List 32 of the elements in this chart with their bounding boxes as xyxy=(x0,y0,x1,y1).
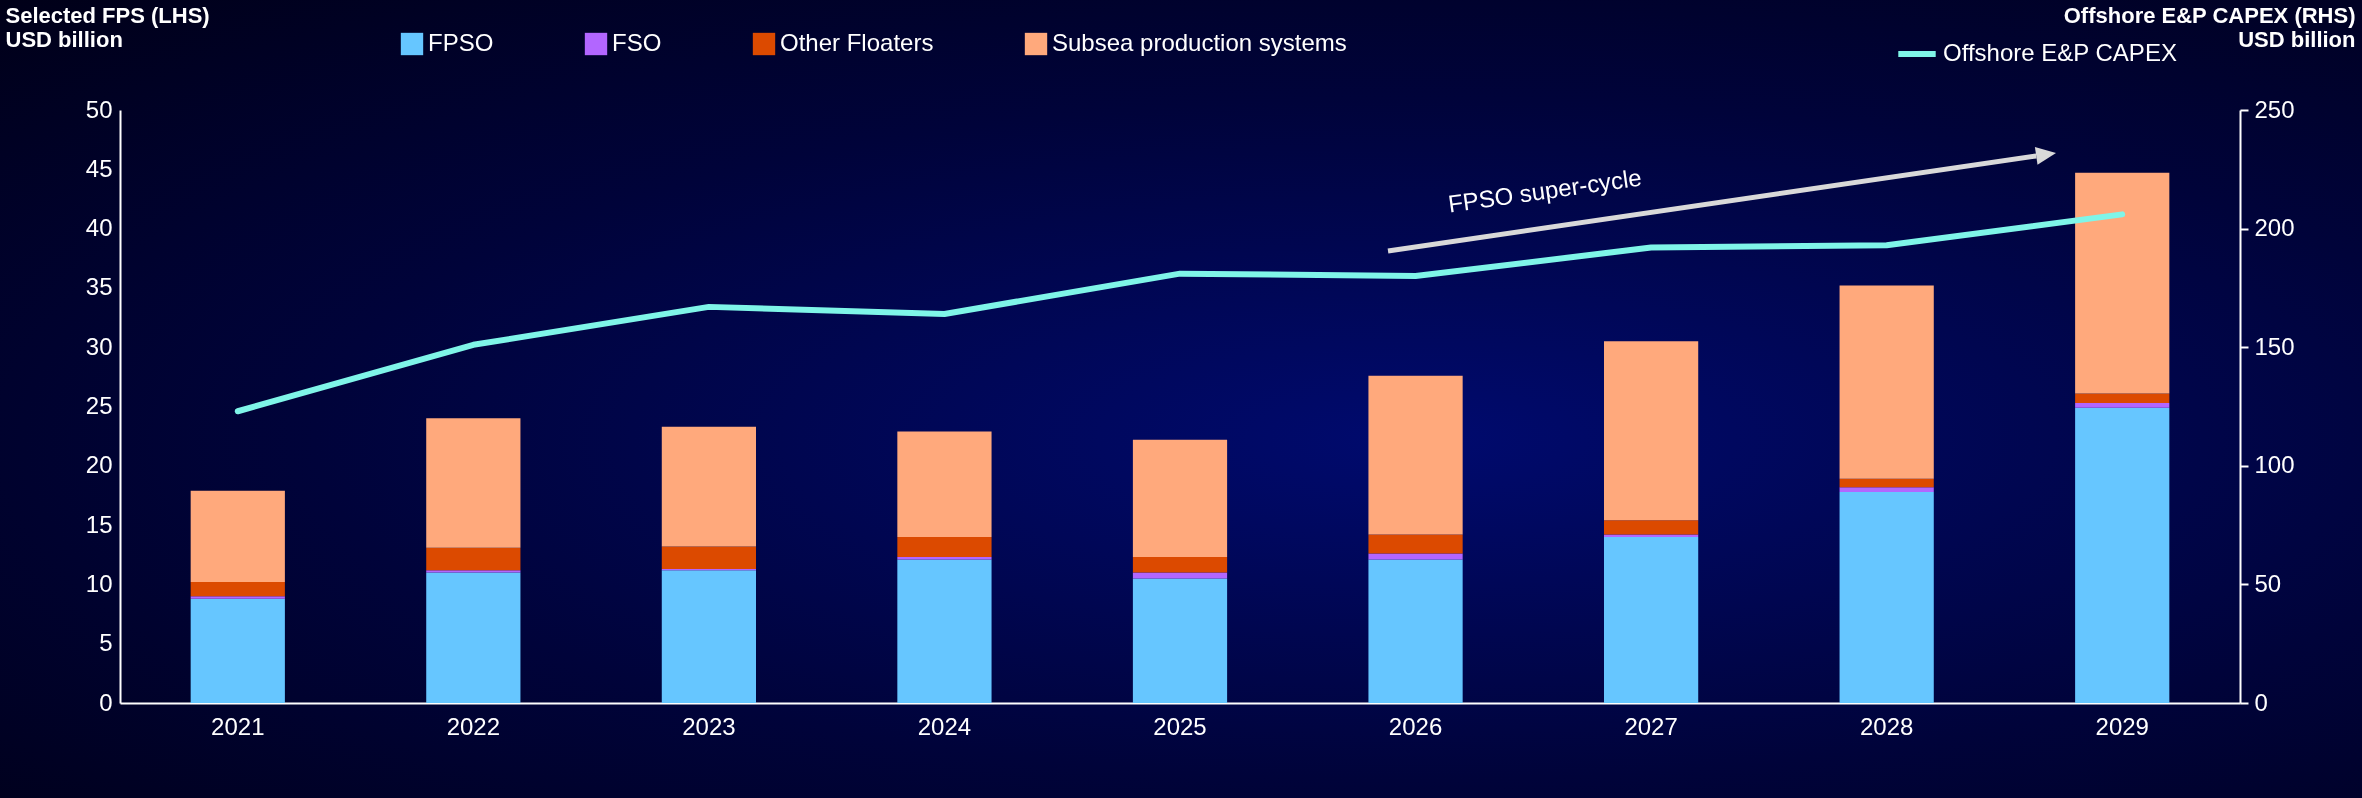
y-tick-label: 35 xyxy=(85,273,113,301)
x-tick-label: 2025 xyxy=(1153,712,1207,740)
x-tick-label: 2027 xyxy=(1624,712,1678,740)
y2-tick-label: 0 xyxy=(2254,688,2268,716)
y-axis-title: Selected FPS (LHS) USD billion xyxy=(5,2,210,52)
y-tick-label: 30 xyxy=(85,332,113,360)
legend-label: Subsea production systems xyxy=(1052,29,1347,56)
y-tick-label: 0 xyxy=(99,688,113,716)
y2-tick-label: 150 xyxy=(2254,332,2295,360)
y2-tick-label: 100 xyxy=(2254,451,2295,479)
y-tick-label: 10 xyxy=(85,569,113,597)
x-tick-label: 2026 xyxy=(1388,712,1443,740)
y-tick-label: 25 xyxy=(85,392,113,419)
y-tick-label: 15 xyxy=(85,510,113,538)
annotation: FPSO super-cycle xyxy=(1446,163,1644,218)
legend-label: FPSO xyxy=(428,29,494,56)
y2-tick-label: 250 xyxy=(2254,95,2295,123)
x-tick-label: 2022 xyxy=(446,712,501,740)
y-tick-label: 50 xyxy=(85,95,113,123)
y2-tick-label: 200 xyxy=(2254,214,2295,242)
y-tick-label: 45 xyxy=(85,154,113,182)
y-tick-label: 20 xyxy=(85,451,113,479)
x-tick-label: 2029 xyxy=(2095,712,2149,740)
legend-label: FSO xyxy=(612,29,662,56)
x-tick-label: 2023 xyxy=(682,712,736,740)
x-tick-label: 2021 xyxy=(211,712,265,740)
y2-tick-label: 50 xyxy=(2254,569,2282,597)
x-tick-label: 2028 xyxy=(1859,712,1914,740)
x-tick-label: 2024 xyxy=(917,712,972,740)
y-tick-label: 40 xyxy=(85,214,113,242)
y-tick-label: 5 xyxy=(99,629,113,657)
legend-label: Other Floaters xyxy=(780,29,934,56)
